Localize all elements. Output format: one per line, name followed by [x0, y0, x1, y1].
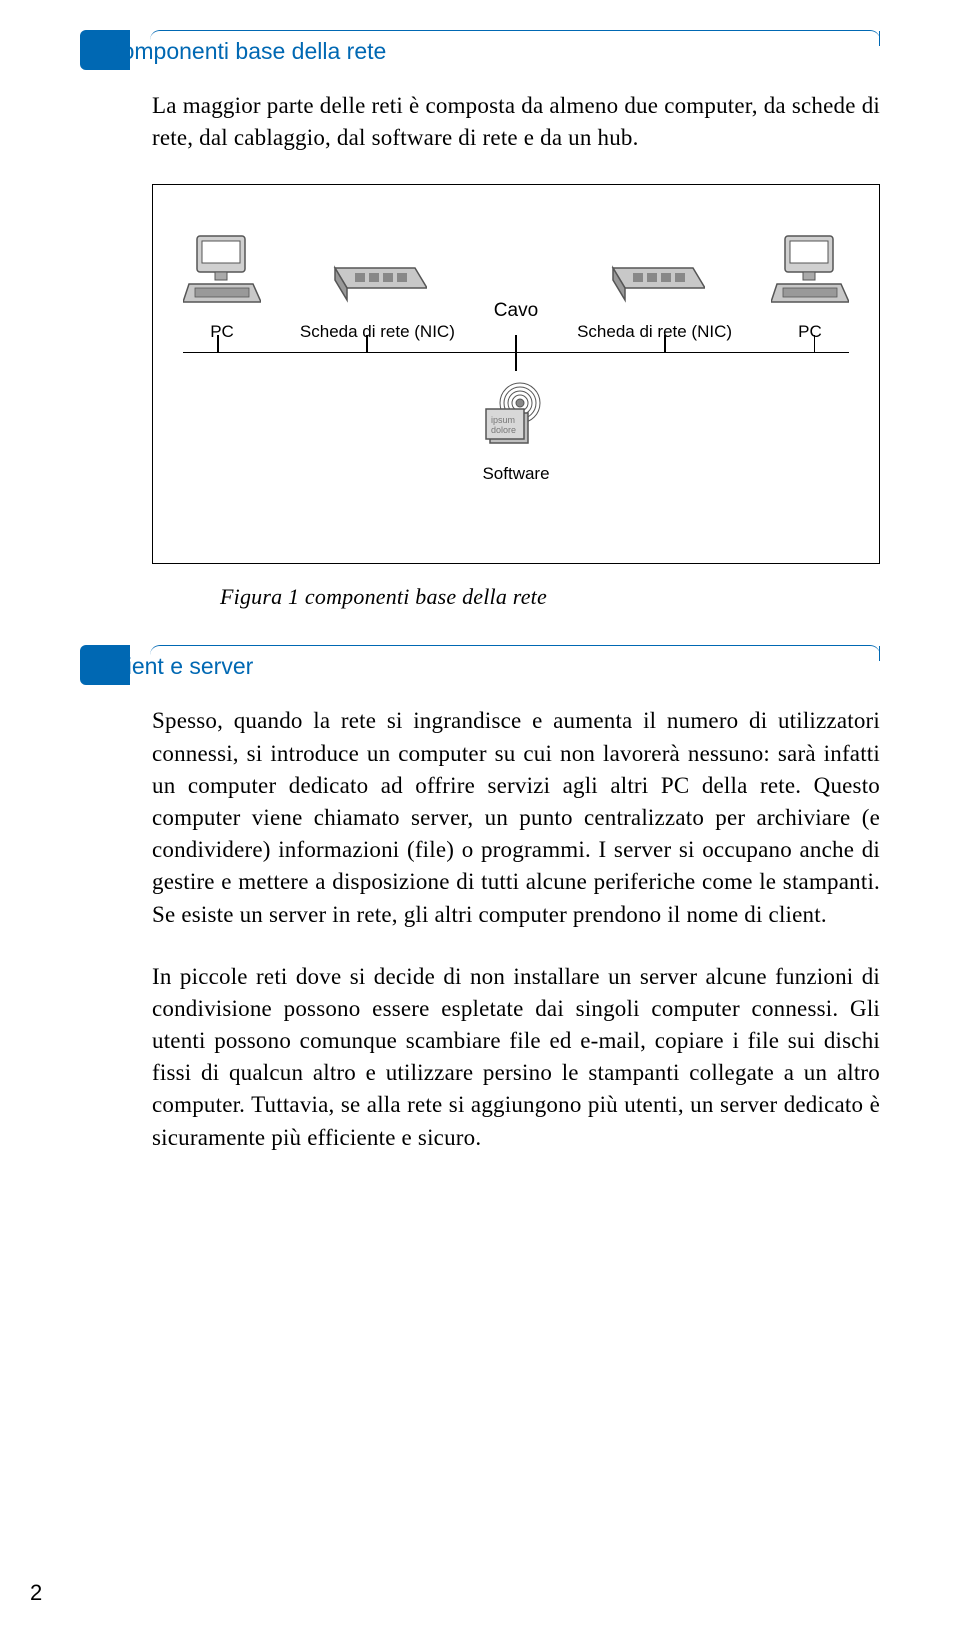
nic-icon — [605, 258, 705, 313]
tick — [664, 335, 666, 353]
connector-line — [183, 352, 849, 353]
diagram-top-row: PC Scheda di rete (NIC) Cavo — [183, 230, 849, 342]
pc-left: PC — [183, 230, 261, 342]
section2-paragraph-1: Spesso, quando la rete si ingrandisce e … — [152, 705, 880, 930]
intro-paragraph: La maggior parte delle reti è composta d… — [152, 90, 880, 154]
section-title-wrap: Client e server — [150, 645, 880, 680]
page-number: 2 — [30, 1580, 42, 1606]
section-header-1: Componenti base della rete — [80, 30, 880, 70]
figure-caption: Figura 1 componenti base della rete — [220, 584, 880, 610]
svg-text:ipsum: ipsum — [491, 415, 515, 425]
tick — [217, 335, 219, 353]
software-icon: ipsum dolore — [480, 440, 552, 457]
network-diagram: PC Scheda di rete (NIC) Cavo — [152, 184, 880, 564]
svg-text:dolore: dolore — [491, 425, 516, 435]
pc-icon — [771, 230, 849, 313]
pc-icon — [183, 230, 261, 313]
section-title-wrap: Componenti base della rete — [150, 30, 880, 65]
tick — [366, 335, 368, 353]
tick — [515, 335, 517, 353]
bottom-tick — [515, 353, 517, 371]
section2-paragraph-2: In piccole reti dove si decide di non in… — [152, 961, 880, 1154]
nic-icon — [327, 258, 427, 313]
section-title: Componenti base della rete — [105, 38, 880, 65]
software-item: ipsum dolore Software — [183, 381, 849, 484]
nic-left: Scheda di rete (NIC) — [300, 258, 455, 342]
software-label: Software — [183, 464, 849, 484]
section-title: Client e server — [105, 653, 880, 680]
section-header-2: Client e server — [80, 645, 880, 685]
nic-right: Scheda di rete (NIC) — [577, 258, 732, 342]
connector-ticks — [183, 335, 849, 353]
pc-right: PC — [771, 230, 849, 342]
tick — [814, 335, 816, 353]
